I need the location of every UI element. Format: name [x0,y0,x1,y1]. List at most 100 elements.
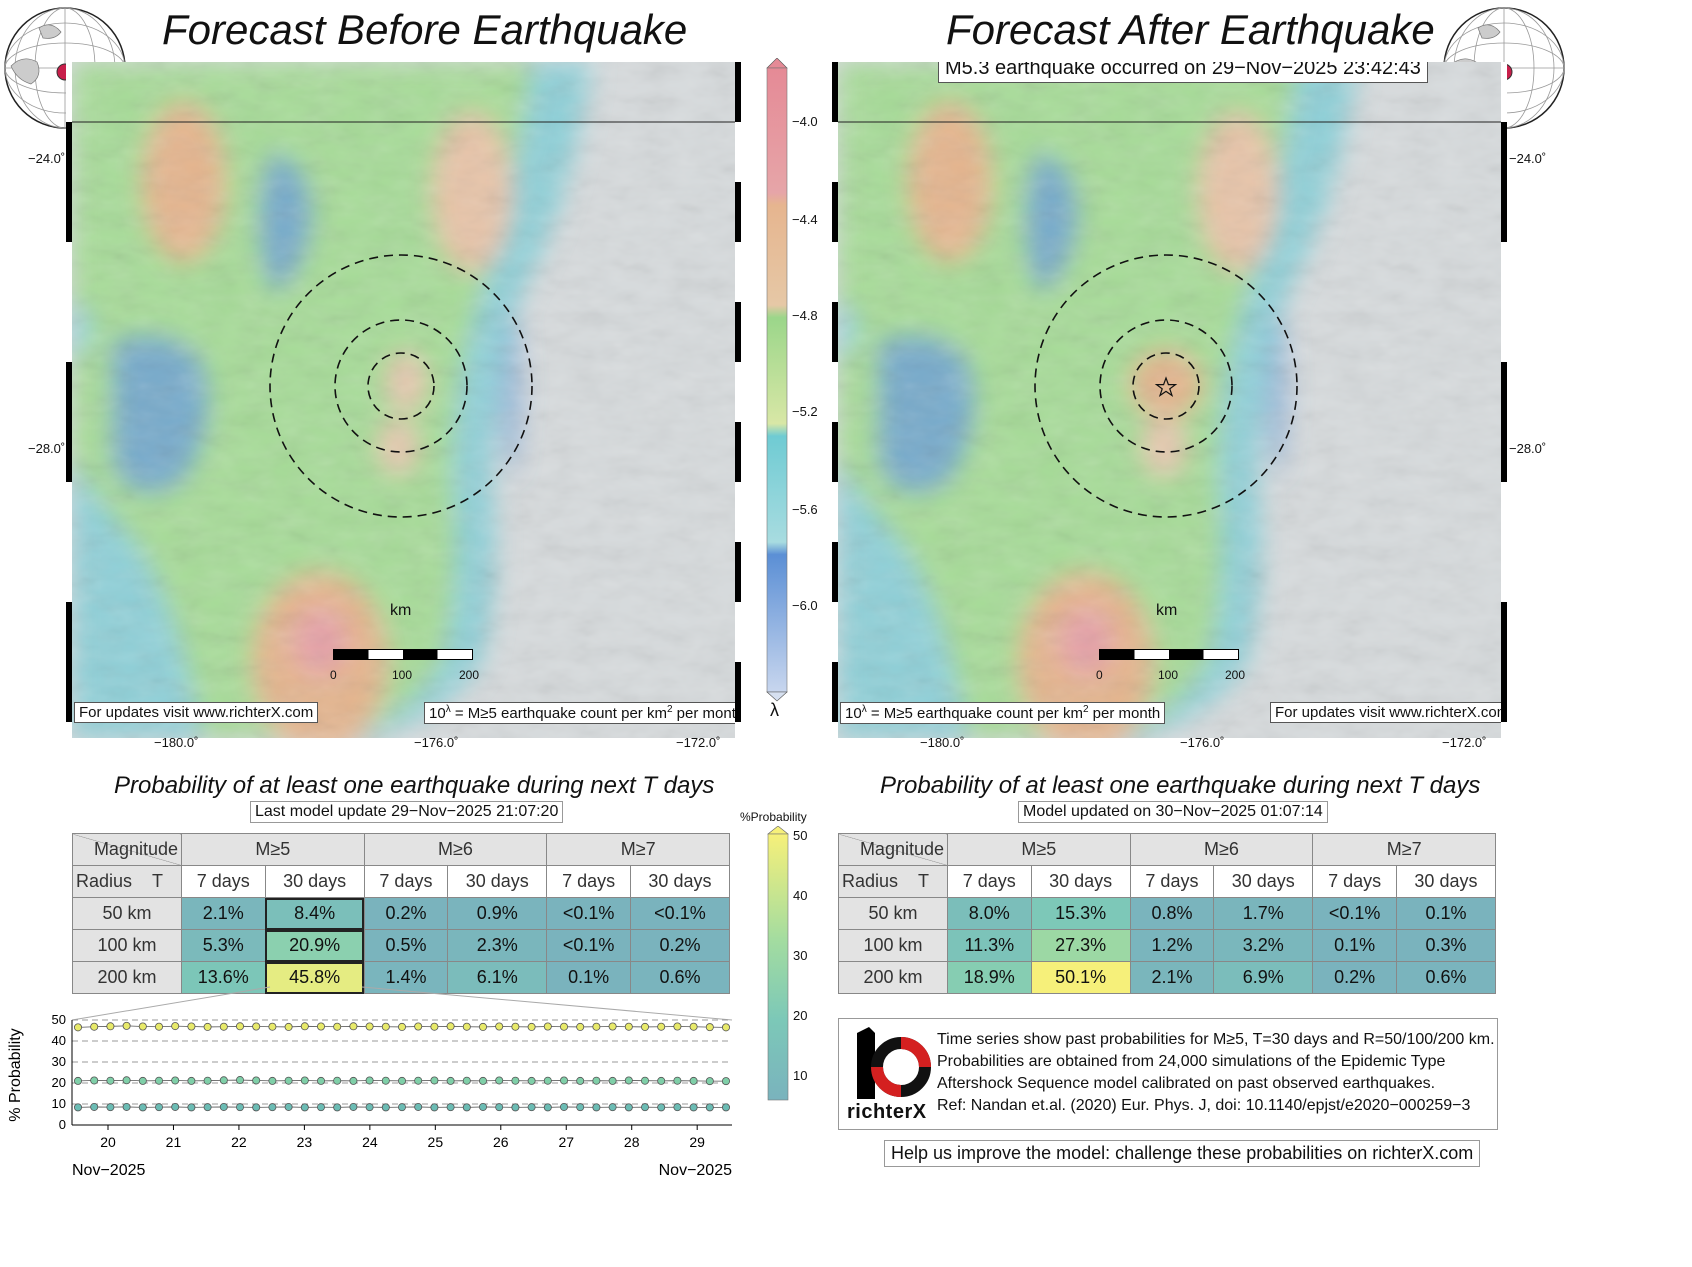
right-prob-cell: 3.2% [1213,929,1314,962]
time-series-xtick: 26 [493,1134,509,1150]
time-series-chart: 0 10 20 30 40 50 20 21 22 23 24 25 26 27 28 29 % Proba… [7,986,732,1179]
lambda-tick-4.0: −4.0 [792,114,818,129]
time-series-point [446,1103,455,1112]
left-mag5-header: M≥5 [181,833,365,866]
time-series-point [722,1023,731,1032]
time-series-point [608,1103,617,1112]
time-series-point [689,1076,698,1085]
time-series-point [381,1022,390,1031]
time-series-point [624,1103,633,1112]
time-series-point [462,1103,471,1112]
time-series-point [446,1076,455,1085]
time-series-point [641,1076,650,1085]
time-series-point [300,1103,309,1112]
help-link[interactable]: Help us improve the model: challenge the… [884,1140,1481,1167]
left-lon-tick-172: −172.0˚ [676,735,721,750]
right-map-border-left [832,62,840,737]
time-series-point [576,1022,585,1031]
time-series-point [106,1022,115,1031]
time-series-point [316,1022,325,1031]
right-radius-label: 100 km [838,929,948,962]
time-series-point [397,1076,406,1085]
right-forecast-raster [838,62,1501,738]
time-series-point [543,1103,552,1112]
right-prob-cell: 15.3% [1030,897,1131,930]
time-series-point [349,1102,358,1111]
left-radius-header: Radius T [72,865,182,898]
left-scalebar-unit: km [390,602,412,619]
time-series-point [365,1022,374,1031]
time-series-point [252,1076,261,1085]
right-prob-cell: 2.1% [1129,961,1215,994]
right-lat-tick-24: −24.0˚ [1509,151,1547,166]
right-mag7-header: M≥7 [1312,833,1496,866]
time-series-point [106,1103,115,1112]
lambda-tick-5.6: −5.6 [792,502,818,517]
right-mag5-header: M≥5 [947,833,1131,866]
time-series-point [235,1022,244,1031]
time-series-point [657,1103,666,1112]
time-series-point [154,1076,163,1085]
prob-colorbar-gradient [767,826,789,1101]
time-series-point [300,1022,309,1031]
right-scalebar-tick-200: 200 [1225,668,1246,682]
table-row: 200 km 18.9% 50.1% 2.1% 6.9% 0.2% 0.6% [838,961,1497,994]
lambda-tick-4.8: −4.8 [792,308,818,323]
time-series-xtick: 24 [362,1134,378,1150]
left-scalebar-tick-200: 200 [459,668,480,682]
right-period-header: 30 days [1030,865,1131,898]
right-lon-tick-176: −176.0˚ [1180,735,1225,750]
left-mag7-header: M≥7 [546,833,730,866]
right-prob-subtitle: Model updated on 30−Nov−2025 01:07:14 [1018,801,1328,823]
time-series-point [608,1022,617,1031]
right-lambda-note: 10λ = M≥5 earthquake count per km2 per m… [840,702,1166,724]
time-series-point [284,1022,293,1031]
time-series-point [268,1076,277,1085]
time-series-point [592,1022,601,1031]
left-prob-cell: 6.1% [447,961,548,994]
time-series-point [219,1076,228,1085]
right-prob-cell: 1.2% [1129,929,1215,962]
left-magnitude-header: Magnitude [72,833,182,866]
left-prob-cell: 0.2% [629,929,731,962]
time-series-point [689,1022,698,1031]
time-series-point [365,1103,374,1112]
info-line: Aftershock Sequence model calibrated on … [937,1075,1436,1092]
time-series-xtick: 27 [558,1134,574,1150]
right-period-header: 7 days [1129,865,1215,898]
left-radius-label: 50 km [72,897,182,930]
time-series-point [414,1102,423,1111]
left-mag6-header: M≥6 [363,833,548,866]
time-series-point [673,1103,682,1112]
time-series-point [527,1103,536,1112]
time-series-point [560,1076,569,1085]
table-row: 100 km 11.3% 27.3% 1.2% 3.2% 0.1% 0.3% [838,929,1497,962]
time-series-point [333,1022,342,1031]
time-series-point [478,1022,487,1031]
time-series-point [268,1022,277,1031]
time-series-point [657,1022,666,1031]
right-prob-cell: 0.1% [1395,897,1497,930]
left-prob-cell: 1.4% [363,961,449,994]
time-series-point [430,1103,439,1112]
left-lat-tick-28: −28.0˚ [28,441,66,456]
time-series-point [722,1077,731,1086]
left-forecast-raster [72,62,735,738]
richterx-logo-icon [857,1027,931,1099]
time-series-point [705,1023,714,1032]
time-series-point [74,1103,83,1112]
left-updates-note: For updates visit www.richterX.com [74,702,319,723]
time-series-xtick: 23 [297,1134,313,1150]
left-prob-title: Probability of at least one earthquake d… [114,772,715,799]
left-prob-cell: 0.5% [363,929,449,962]
time-series-point [446,1022,455,1031]
time-series-point [478,1102,487,1111]
time-series-point [414,1076,423,1085]
right-scalebar-unit: km [1156,602,1178,619]
richterx-logo-text: richterX [847,1101,927,1123]
time-series-point [365,1076,374,1085]
time-series-point [90,1022,99,1031]
info-line: Probabilities are obtained from 24,000 s… [937,1053,1446,1070]
time-series-point [90,1102,99,1111]
time-series-point [381,1103,390,1112]
